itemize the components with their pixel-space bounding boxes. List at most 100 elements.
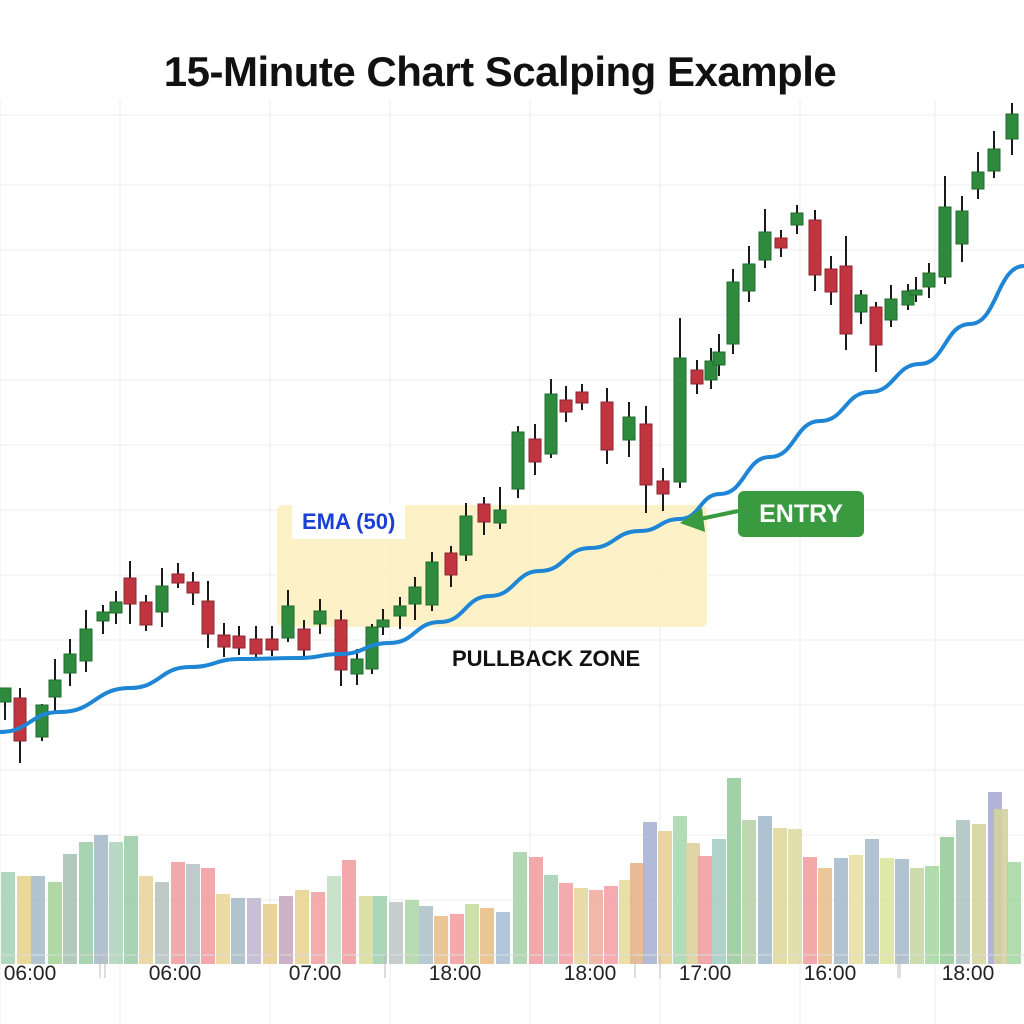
volume-bar bbox=[263, 904, 277, 964]
candle bbox=[987, 131, 1001, 178]
volume-bar bbox=[201, 868, 215, 964]
candle bbox=[824, 256, 838, 305]
candle bbox=[909, 277, 923, 302]
volume-bar bbox=[643, 822, 657, 964]
candle bbox=[35, 704, 49, 741]
volume-bar bbox=[405, 900, 419, 964]
volume-bar bbox=[295, 890, 309, 964]
volume-bar bbox=[342, 860, 356, 964]
volume-bar bbox=[496, 912, 510, 964]
volume-bar bbox=[712, 839, 726, 964]
ema-label: EMA (50) bbox=[292, 505, 406, 539]
volume-bar bbox=[480, 908, 494, 964]
candle bbox=[217, 623, 231, 657]
candle bbox=[0, 687, 12, 720]
candle bbox=[808, 210, 822, 291]
volume-bar bbox=[327, 876, 341, 964]
volume-bar bbox=[79, 842, 93, 964]
volume-bar bbox=[389, 902, 403, 964]
volume-bar bbox=[994, 809, 1008, 964]
candle bbox=[742, 246, 756, 302]
candle bbox=[186, 572, 200, 605]
candle bbox=[281, 590, 295, 642]
candle bbox=[955, 196, 969, 262]
candle bbox=[726, 269, 740, 354]
volume-bar bbox=[818, 868, 832, 964]
volume-bar bbox=[773, 828, 787, 964]
volume-bar bbox=[686, 843, 700, 964]
candle bbox=[48, 659, 62, 714]
entry-badge: ENTRY bbox=[738, 491, 864, 537]
candle bbox=[79, 610, 93, 672]
candle bbox=[365, 624, 379, 674]
x-axis-label: 06:00 bbox=[3, 962, 57, 985]
volume-bar bbox=[48, 882, 62, 964]
volume-bar bbox=[124, 836, 138, 964]
x-axis-label: 18:00 bbox=[941, 962, 995, 985]
candle bbox=[171, 563, 185, 588]
candle bbox=[839, 236, 853, 350]
volume-bar bbox=[359, 896, 373, 964]
volume-bar bbox=[419, 906, 433, 964]
volume-bar bbox=[619, 880, 633, 964]
volume-bar bbox=[373, 896, 387, 964]
volume-bar bbox=[17, 876, 31, 964]
volume-bar bbox=[673, 816, 687, 964]
volume-bar bbox=[216, 894, 230, 964]
volume-bar bbox=[1007, 862, 1021, 964]
volume-bar bbox=[658, 831, 672, 964]
volume-bar bbox=[865, 839, 879, 964]
volume-bar bbox=[880, 858, 894, 964]
candle bbox=[622, 402, 636, 457]
volume-bar bbox=[171, 862, 185, 964]
candle bbox=[265, 626, 279, 656]
x-axis-label: 18:00 bbox=[563, 962, 617, 985]
volume-bar bbox=[1, 872, 15, 964]
candle bbox=[559, 386, 573, 422]
candle bbox=[1005, 103, 1019, 155]
candle bbox=[712, 334, 726, 376]
candle bbox=[313, 599, 327, 634]
volume-bar bbox=[849, 855, 863, 964]
volume-bar bbox=[895, 859, 909, 964]
candle bbox=[297, 620, 311, 659]
volume-bar bbox=[450, 914, 464, 964]
volume-bar bbox=[231, 898, 245, 964]
volume-bar bbox=[529, 857, 543, 964]
candle bbox=[690, 360, 704, 394]
volume-bar bbox=[31, 876, 45, 964]
pullback-zone-label: PULLBACK ZONE bbox=[452, 646, 641, 671]
candle bbox=[232, 626, 246, 655]
volume-bar bbox=[803, 857, 817, 964]
volume-bar bbox=[742, 820, 756, 964]
candle bbox=[600, 388, 614, 464]
candle bbox=[376, 609, 390, 635]
candle bbox=[393, 597, 407, 629]
candle bbox=[477, 497, 491, 535]
candle bbox=[63, 639, 77, 686]
volume-bars bbox=[1, 778, 1021, 964]
candle bbox=[425, 552, 439, 611]
candle bbox=[758, 209, 772, 268]
candle bbox=[493, 487, 507, 529]
volume-bar bbox=[956, 820, 970, 964]
volume-bar bbox=[940, 837, 954, 964]
candle bbox=[511, 426, 525, 498]
x-axis-label: 18:00 bbox=[428, 962, 482, 985]
volume-bar bbox=[63, 854, 77, 964]
candle bbox=[528, 424, 542, 475]
x-axis-label: 06:00 bbox=[148, 962, 202, 985]
candles bbox=[0, 103, 1019, 763]
volume-bar bbox=[186, 864, 200, 964]
candle bbox=[774, 230, 788, 257]
x-axis-label: 17:00 bbox=[678, 962, 732, 985]
candle bbox=[123, 561, 137, 624]
candle bbox=[704, 348, 718, 389]
volume-bar bbox=[604, 886, 618, 964]
volume-bar bbox=[155, 882, 169, 964]
x-axis-label: 07:00 bbox=[288, 962, 342, 985]
candle bbox=[139, 595, 153, 631]
candle bbox=[459, 503, 473, 561]
candle bbox=[854, 290, 868, 324]
